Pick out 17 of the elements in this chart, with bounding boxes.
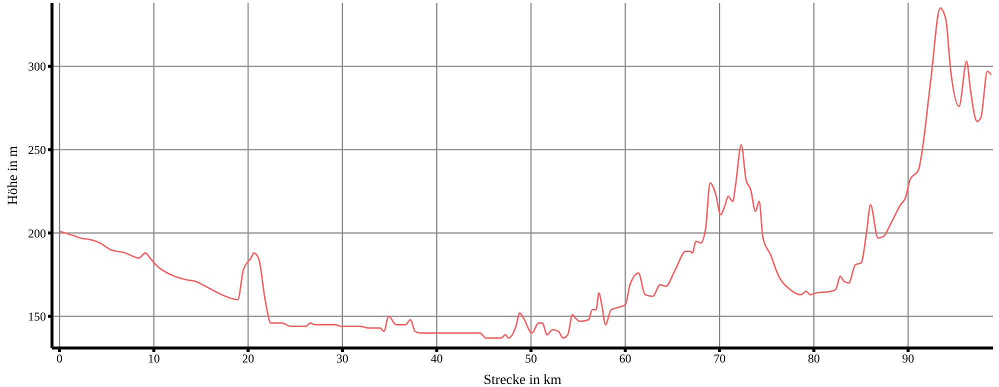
- y-axis-title: Höhe in m: [6, 146, 21, 206]
- y-tick-label: 150: [28, 310, 46, 324]
- y-tick-label: 200: [28, 226, 46, 240]
- x-tick-label: 0: [56, 352, 63, 366]
- y-tick-label: 250: [28, 142, 46, 157]
- line-series: [58, 7, 992, 339]
- x-tick-label: 80: [808, 352, 820, 366]
- x-tick-label: 30: [336, 352, 348, 366]
- x-tick-label: 70: [714, 352, 726, 366]
- x-tick-label: 20: [242, 352, 254, 366]
- x-tick-label: 10: [148, 352, 160, 366]
- x-tick-label: 60: [619, 352, 632, 366]
- x-tick-label: 50: [524, 352, 537, 366]
- y-tick-label: 300: [28, 60, 46, 74]
- x-tick-label: 90: [902, 352, 914, 366]
- x-tick-label: 40: [430, 352, 443, 366]
- x-axis-title: Strecke in km: [484, 373, 562, 387]
